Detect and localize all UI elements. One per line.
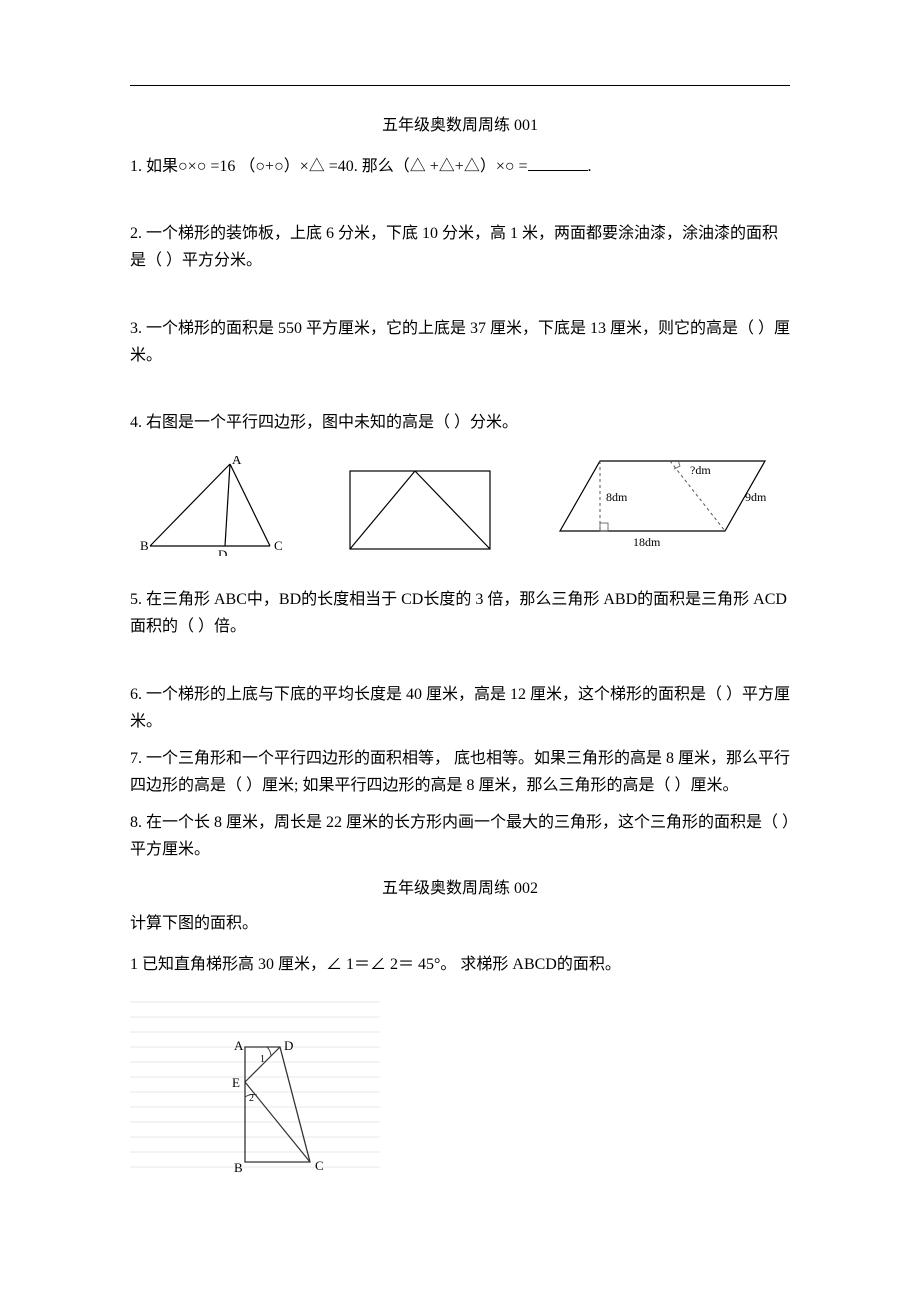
- header-rule: [130, 85, 790, 86]
- question-1: 1. 如果○×○ =16 （○+○）×△ =40. 那么（△ +△+△）×○ =…: [130, 153, 790, 180]
- label-e2: E: [232, 1075, 240, 1090]
- label-c2: C: [315, 1158, 324, 1173]
- question-4: 4. 右图是一个平行四边形，图中未知的高是（ ）分米。: [130, 409, 790, 436]
- question-2: 2. 一个梯形的装饰板，上底 6 分米，下底 10 分米，高 1 米，两面都要涂…: [130, 220, 790, 274]
- label-c: C: [274, 538, 283, 553]
- page-title: 五年级奥数周周练 001: [130, 111, 790, 135]
- label-9dm: 9dm: [745, 490, 767, 504]
- label-d: D: [218, 547, 227, 556]
- figure-parallelogram: ?dm 8dm 9dm 18dm: [550, 446, 780, 556]
- figure-trapezoid-abcd: 1 2 A D E B C: [130, 992, 790, 1182]
- question-7: 7. 一个三角形和一个平行四边形的面积相等， 底也相等。如果三角形的高是 8 厘…: [130, 745, 790, 799]
- angle-2: 2: [249, 1093, 254, 1104]
- angle-1: 1: [260, 1054, 265, 1065]
- question-3: 3. 一个梯形的面积是 550 平方厘米，它的上底是 37 厘米，下底是 13 …: [130, 315, 790, 369]
- q1-blank: [528, 155, 588, 171]
- label-b2: B: [234, 1160, 243, 1175]
- label-a2: A: [234, 1038, 244, 1053]
- figure-triangle-abc: A B C D: [140, 456, 290, 556]
- figure-rect-triangle: [345, 466, 495, 556]
- label-a: A: [232, 456, 242, 467]
- label-d2: D: [284, 1038, 293, 1053]
- figures-row: A B C D ?dm 8dm 9dm 18dm: [130, 446, 790, 556]
- q1-tail: .: [588, 158, 592, 175]
- label-qdm: ?dm: [690, 463, 711, 477]
- question-8: 8. 在一个长 8 厘米，周长是 22 厘米的长方形内画一个最大的三角形，这个三…: [130, 809, 790, 863]
- sub-heading: 计算下图的面积。: [130, 910, 790, 937]
- label-8dm: 8dm: [606, 490, 628, 504]
- label-18dm: 18dm: [633, 535, 661, 549]
- label-b: B: [140, 538, 149, 553]
- subtitle: 五年级奥数周周练 002: [130, 874, 790, 898]
- q1-text: 1. 如果○×○ =16 （○+○）×△ =40. 那么（△ +△+△）×○ =: [130, 158, 528, 175]
- problem-1: 1 已知直角梯形高 30 厘米，∠ 1＝∠ 2＝ 45°。 求梯形 ABCD的面…: [130, 951, 790, 978]
- question-5: 5. 在三角形 ABC中，BD的长度相当于 CD长度的 3 倍，那么三角形 AB…: [130, 586, 790, 640]
- question-6: 6. 一个梯形的上底与下底的平均长度是 40 厘米，高是 12 厘米，这个梯形的…: [130, 681, 790, 735]
